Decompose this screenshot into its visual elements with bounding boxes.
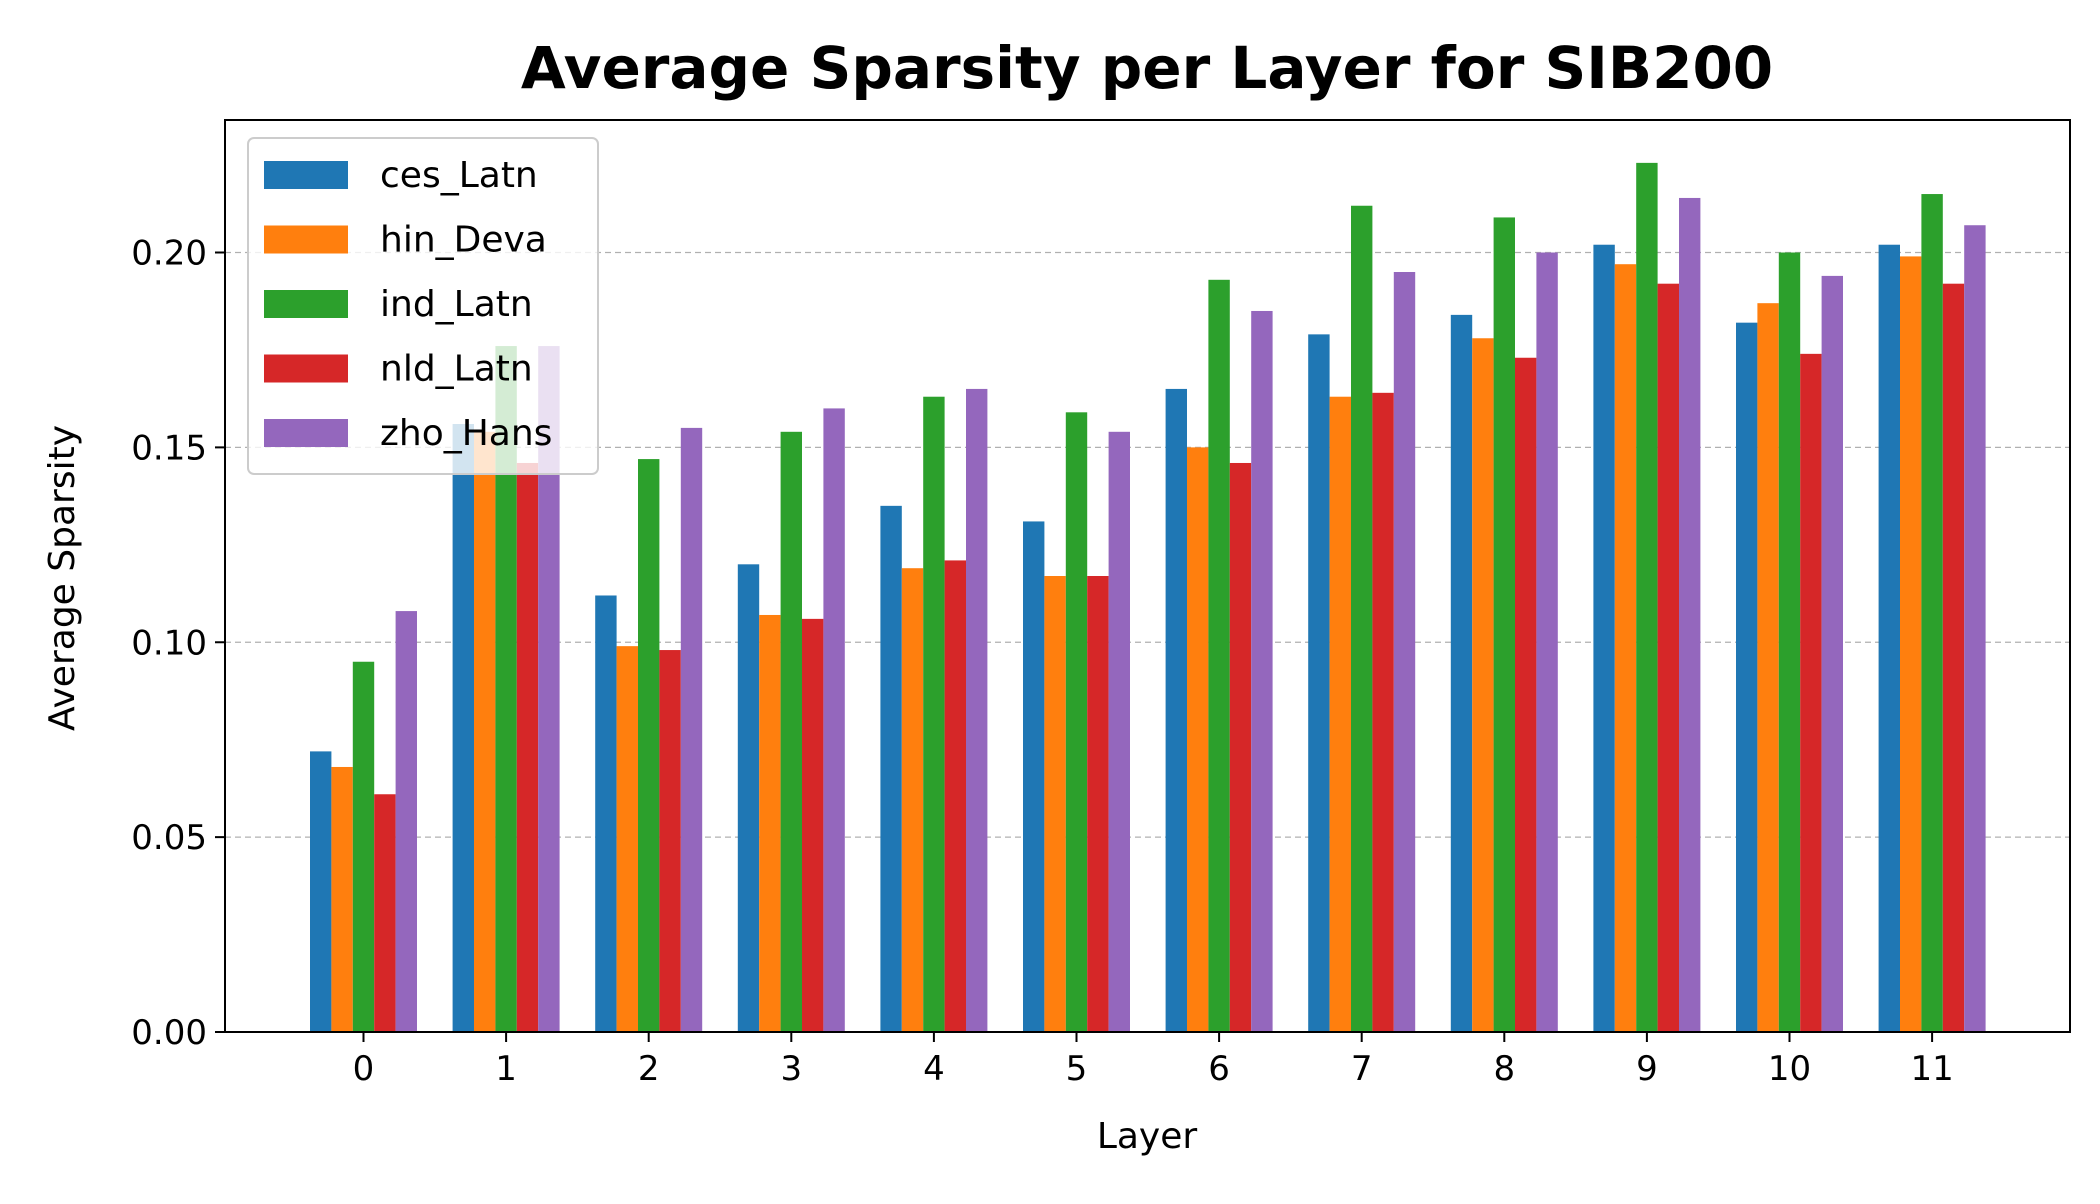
bar-zho_Hans-layer-10 [1821,275,1843,1032]
bar-ind_Latn-layer-11 [1921,194,1943,1033]
bar-ind_Latn-layer-5 [1065,412,1088,1032]
bar-ces_Latn-layer-11 [1878,244,1900,1032]
legend-swatch-zho_Hans [264,419,348,447]
y-tick-label: 0.10 [131,623,207,663]
bar-ces_Latn-layer-10 [1736,322,1758,1033]
legend-swatch-nld_Latn [264,354,348,383]
legend-label-nld_Latn: nld_Latn [380,349,533,390]
bar-ind_Latn-layer-1 [495,346,517,1032]
bar-nld_Latn-layer-2 [659,650,681,1032]
bar-hin_Deva-layer-4 [901,568,924,1032]
bar-nld_Latn-layer-11 [1942,283,1965,1032]
bar-hin_Deva-layer-10 [1757,303,1779,1033]
bar-ind_Latn-layer-7 [1351,205,1373,1032]
grid-lines [225,251,2070,838]
legend-swatch-hin_Deva [264,225,348,254]
legend-label-ind_Latn: ind_Latn [380,284,533,325]
bar-hin_Deva-layer-9 [1614,264,1637,1032]
x-tick-label: 11 [1910,1049,1953,1089]
x-tick-label: 0 [353,1049,375,1089]
bar-ind_Latn-layer-8 [1493,217,1515,1032]
x-tick-label: 3 [780,1049,802,1089]
bar-zho_Hans-layer-9 [1679,197,1701,1032]
bar-nld_Latn-layer-10 [1800,353,1822,1032]
bar-ces_Latn-layer-5 [1023,521,1045,1032]
bar-nld_Latn-layer-3 [802,618,824,1032]
bar-ind_Latn-layer-9 [1636,162,1658,1032]
legend: ces_Latn hin_Deva ind_Latn nld_Latn zho_Hans [247,137,599,475]
bar-hin_Deva-layer-0 [331,766,353,1032]
bar-hin_Deva-layer-1 [474,431,496,1032]
bar-ces_Latn-layer-4 [880,505,902,1032]
x-tick-label: 2 [638,1049,660,1089]
bar-hin_Deva-layer-8 [1472,338,1494,1032]
bar-ind_Latn-layer-2 [638,459,660,1033]
plot-frame [224,119,2071,1033]
axis-ticks: 0.00 0.05 0.10 0.15 0.20 0 1 2 3 4 5 6 7 8 9 10 11 [131,234,1953,1089]
bar-nld_Latn-layer-8 [1515,357,1537,1032]
y-tick-label: 0.05 [131,818,207,858]
legend-box [247,137,599,475]
bar-nld_Latn-layer-4 [944,560,966,1032]
bar-zho_Hans-layer-8 [1536,252,1558,1032]
bar-zho_Hans-layer-2 [680,427,703,1032]
bar-hin_Deva-layer-5 [1044,576,1066,1032]
bar-zho_Hans-layer-3 [823,408,845,1032]
y-tick-label: 0.00 [131,1013,207,1053]
bars [310,162,1986,1033]
bar-ces_Latn-layer-7 [1308,334,1330,1032]
bar-hin_Deva-layer-6 [1187,447,1209,1032]
x-tick-label: 10 [1768,1049,1811,1089]
x-tick-label: 4 [923,1049,945,1089]
bar-nld_Latn-layer-6 [1229,462,1252,1032]
bar-ind_Latn-layer-6 [1208,279,1230,1032]
bar-hin_Deva-layer-3 [759,614,781,1032]
x-tick-label: 5 [1066,1049,1088,1089]
bar-ces_Latn-layer-1 [452,424,474,1032]
bar-ind_Latn-layer-3 [780,431,802,1032]
x-tick-label: 7 [1351,1049,1373,1089]
bar-ces_Latn-layer-0 [310,751,332,1032]
legend-swatch-ind_Latn [264,290,348,318]
legend-label-zho_Hans: zho_Hans [380,413,552,454]
legend-label-hin_Deva: hin_Deva [380,220,547,261]
bar-ces_Latn-layer-2 [595,595,617,1032]
bar-zho_Hans-layer-11 [1964,225,1986,1032]
chart-title: Average Sparsity per Layer for SIB200 [521,34,1773,102]
x-tick-label: 6 [1208,1049,1230,1089]
bar-ces_Latn-layer-3 [737,564,760,1032]
x-axis-label: Layer [1097,1116,1198,1157]
bar-zho_Hans-layer-5 [1108,431,1130,1032]
bar-nld_Latn-layer-5 [1087,576,1109,1032]
bar-ces_Latn-layer-8 [1450,314,1473,1032]
bar-nld_Latn-layer-9 [1657,283,1679,1032]
x-tick-label: 1 [495,1049,517,1089]
bar-zho_Hans-layer-1 [538,346,560,1032]
y-tick-label: 0.20 [131,234,207,274]
y-axis-label: Average Sparsity [42,425,83,731]
bar-ind_Latn-layer-4 [923,396,945,1032]
bar-hin_Deva-layer-11 [1900,256,1922,1032]
bar-zho_Hans-layer-0 [395,611,417,1032]
bar-ces_Latn-layer-9 [1593,244,1615,1032]
bar-ces_Latn-layer-6 [1165,388,1187,1032]
bar-zho_Hans-layer-4 [966,388,988,1032]
legend-label-ces_Latn: ces_Latn [380,155,538,196]
bar-nld_Latn-layer-0 [374,794,396,1032]
bar-zho_Hans-layer-7 [1393,272,1416,1032]
bar-ind_Latn-layer-0 [352,661,375,1032]
bar-zho_Hans-layer-6 [1251,310,1273,1032]
bar-hin_Deva-layer-2 [616,646,638,1032]
bar-ind_Latn-layer-10 [1778,252,1801,1032]
bar-hin_Deva-layer-7 [1329,396,1351,1032]
legend-swatch-ces_Latn [264,161,348,189]
x-tick-label: 9 [1636,1049,1658,1089]
bar-nld_Latn-layer-7 [1372,392,1394,1032]
y-tick-label: 0.15 [131,428,207,468]
x-tick-label: 8 [1493,1049,1515,1089]
bar-nld_Latn-layer-1 [516,462,539,1032]
